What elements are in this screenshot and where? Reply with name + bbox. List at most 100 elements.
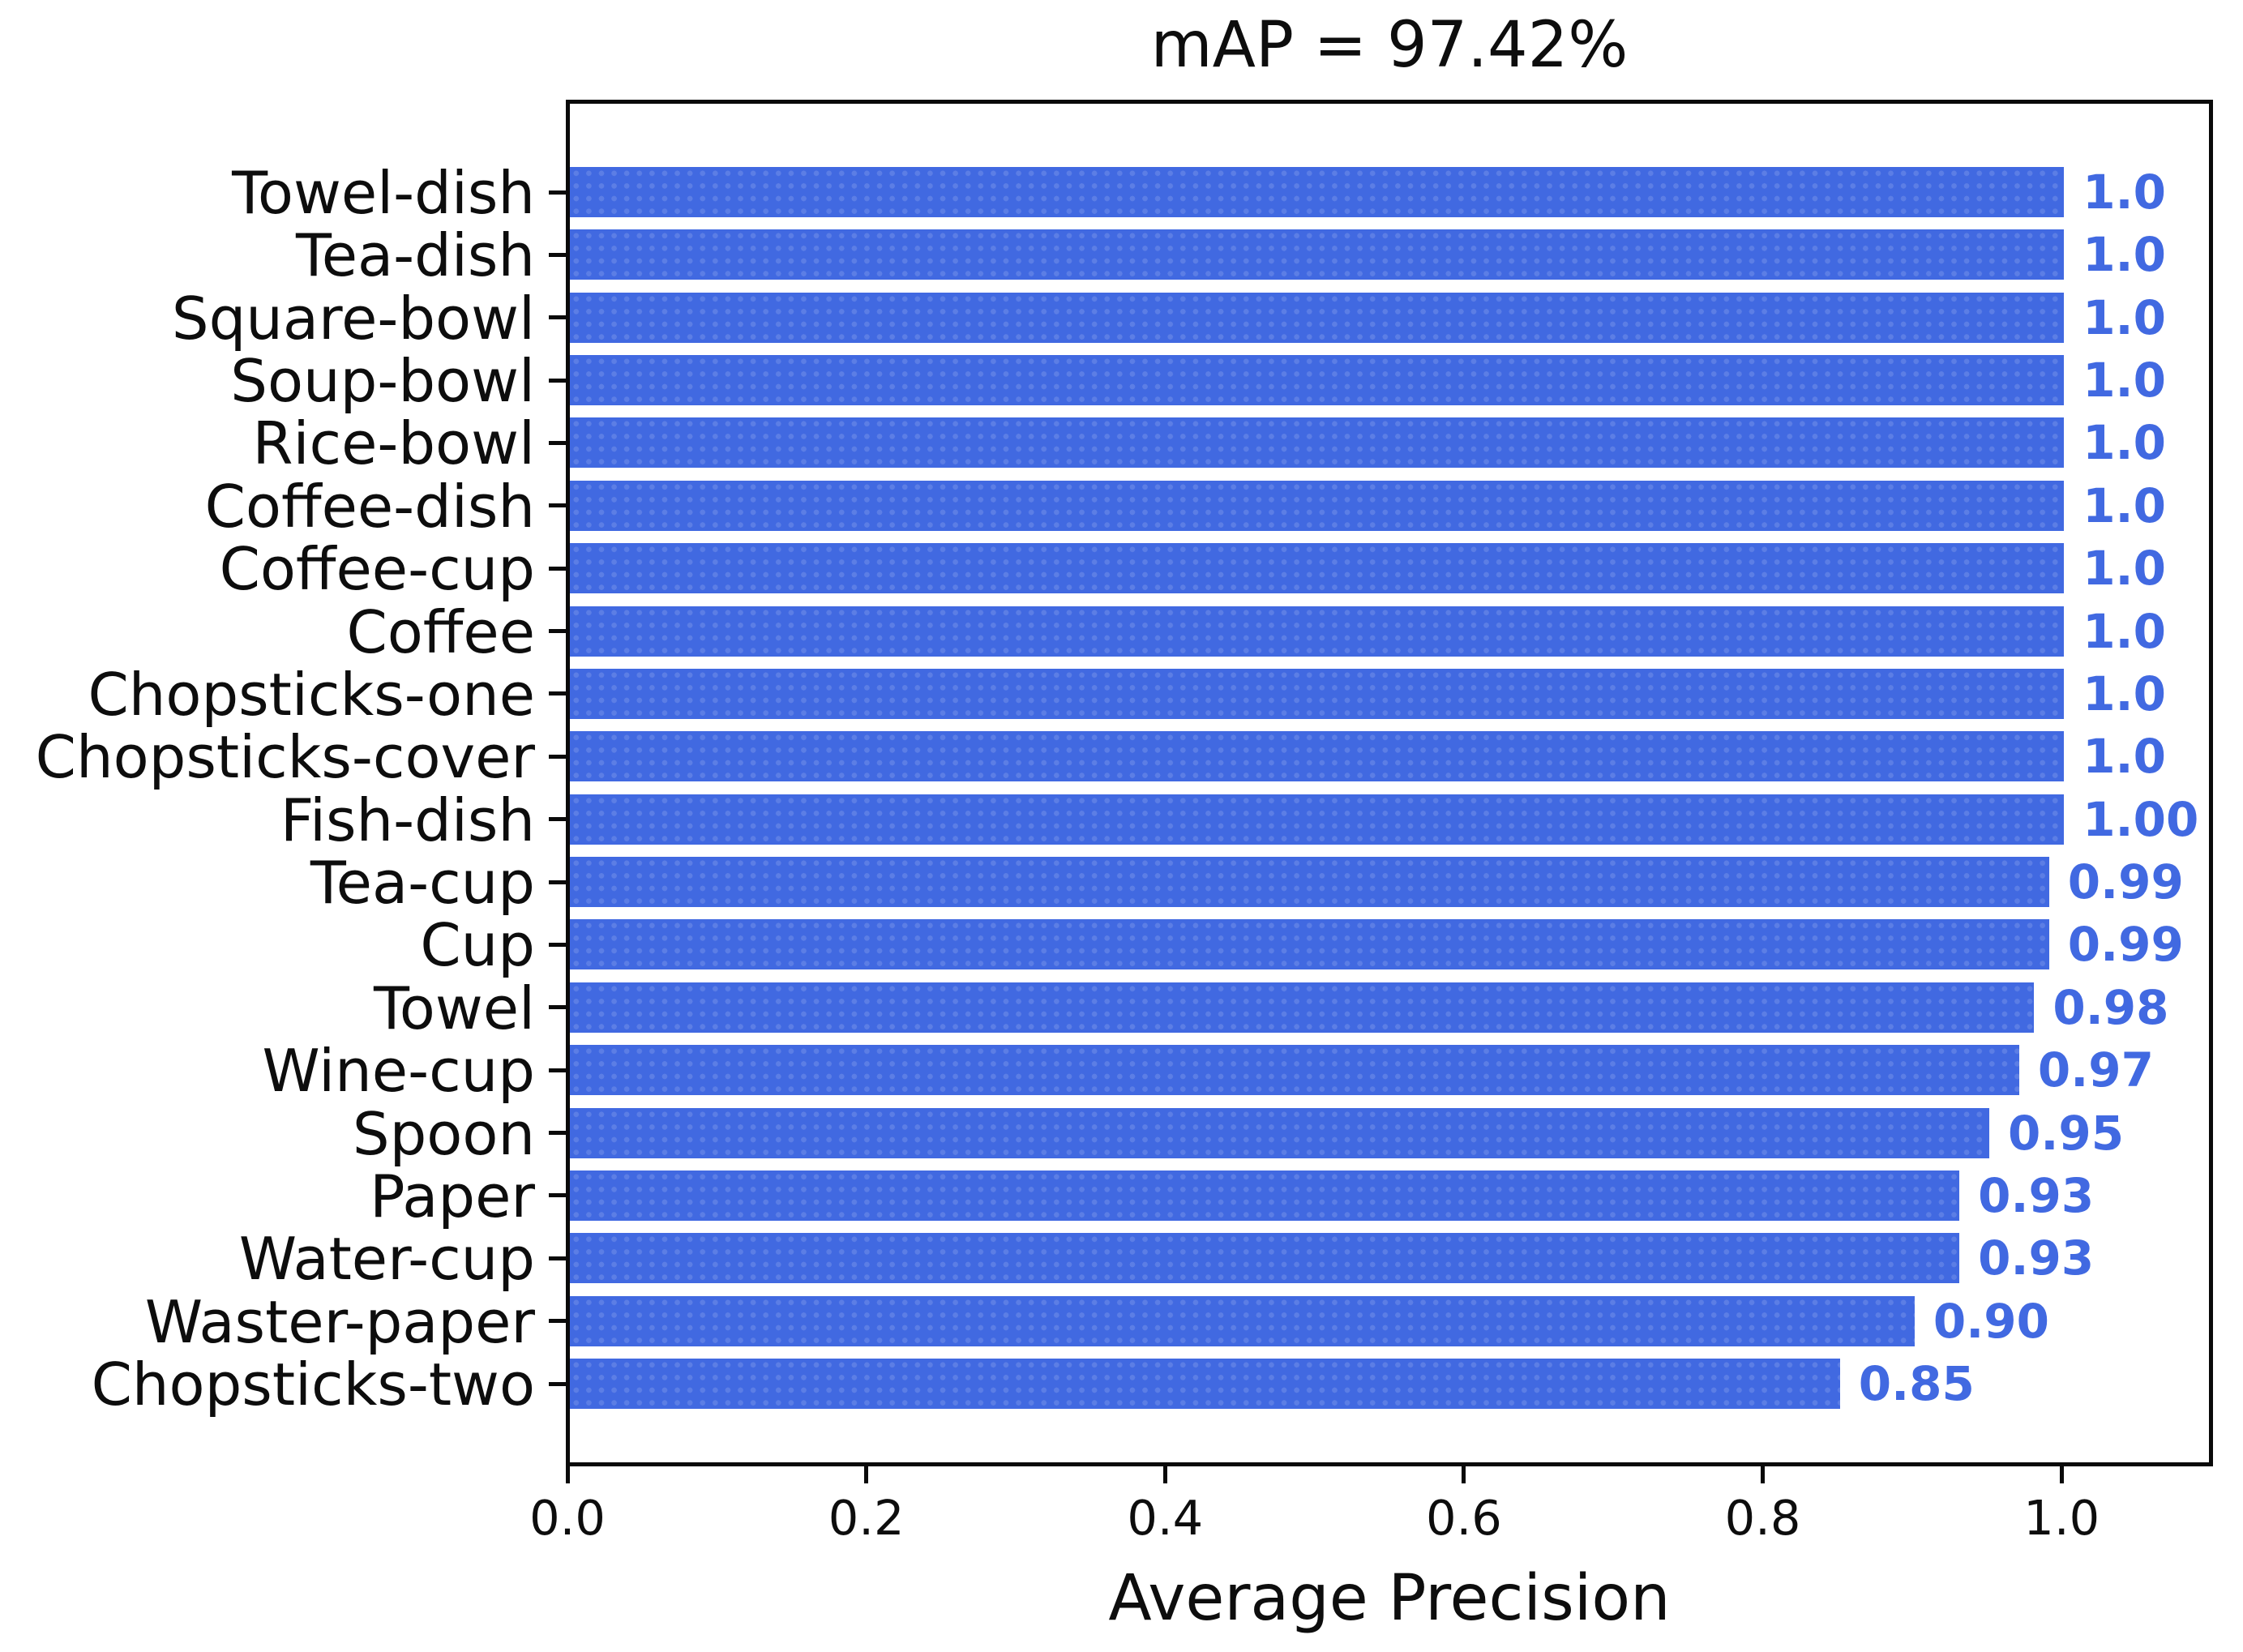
ytick-label: Spoon	[352, 1099, 535, 1168]
ytick-mark	[549, 1005, 566, 1010]
bar-value-label: 1.00	[2082, 791, 2199, 847]
bar-value-label: 1.0	[2082, 289, 2166, 345]
bar-value-label: 1.0	[2082, 477, 2166, 533]
x-axis-label: Average Precision	[1108, 1562, 1671, 1635]
bar-row: 1.0	[570, 477, 2209, 533]
bar-tea-cup	[570, 857, 2049, 908]
bar-chopsticks-two	[570, 1359, 1840, 1410]
ytick-mark	[549, 566, 566, 571]
bar-value-label: 1.0	[2082, 729, 2166, 785]
xtick-label: 0.8	[1724, 1490, 1801, 1546]
bar-value-label: 0.93	[1978, 1167, 2095, 1223]
ytick-mark	[549, 1131, 566, 1136]
bar-value-label: 1.0	[2082, 227, 2166, 283]
xtick-mark	[2059, 1466, 2064, 1483]
xtick-label: 0.6	[1426, 1490, 1502, 1546]
ytick-label: Wine-cup	[262, 1037, 535, 1106]
bar-wine-cup	[570, 1045, 2019, 1096]
xtick-label: 0.0	[529, 1490, 606, 1546]
bar-chopsticks-cover	[570, 731, 2065, 782]
ytick-mark	[549, 1381, 566, 1386]
bar-spoon	[570, 1107, 1990, 1158]
bar-row: 1.0	[570, 606, 2209, 657]
ytick-mark	[549, 942, 566, 947]
ytick-mark	[549, 252, 566, 257]
ytick-mark	[549, 378, 566, 383]
ytick-mark	[549, 629, 566, 634]
ytick-label: Waster-paper	[144, 1287, 535, 1356]
ytick-label: Coffee-cup	[219, 535, 535, 604]
bar-value-label: 0.90	[1933, 1293, 2049, 1349]
bar-soup-bowl	[570, 355, 2065, 406]
bar-row: 1.00	[570, 794, 2209, 845]
bar-tea-dish	[570, 229, 2065, 280]
bar-towel-dish	[570, 167, 2065, 217]
bar-paper	[570, 1170, 1960, 1221]
bar-square-bowl	[570, 292, 2065, 343]
chart-title: mAP = 97.42%	[1150, 9, 1629, 82]
bar-row: 0.85	[570, 1356, 2209, 1412]
bar-row: 0.93	[570, 1230, 2209, 1286]
ytick-label: Soup-bowl	[230, 347, 535, 416]
bar-row: 1.0	[570, 167, 2209, 217]
ytick-label: Towel-dish	[232, 159, 535, 227]
ytick-label: Fish-dish	[280, 785, 535, 854]
bar-value-label: 0.93	[1978, 1230, 2095, 1286]
bar-chopsticks-one	[570, 668, 2065, 719]
ytick-label: Coffee	[346, 597, 535, 666]
bar-cup	[570, 919, 2049, 970]
plot-area: 1.0 1.0 1.0 1.0 1.0 1.0 1.0 1.0 1.0 1.0 1.00 0.99 0.…	[566, 100, 2213, 1466]
bar-value-label: 1.0	[2082, 541, 2166, 597]
ytick-mark	[549, 754, 566, 759]
bar-water-cup	[570, 1233, 1960, 1284]
bar-value-label: 1.0	[2082, 603, 2166, 659]
bar-row: 1.0	[570, 729, 2209, 785]
xtick-mark	[565, 1466, 570, 1483]
bar-value-label: 0.85	[1858, 1356, 1975, 1412]
bar-row: 1.0	[570, 289, 2209, 345]
ytick-mark	[549, 1256, 566, 1260]
ytick-mark	[549, 1193, 566, 1198]
bar-row: 0.98	[570, 982, 2209, 1033]
bar-coffee-dish	[570, 480, 2065, 531]
bar-waster-paper	[570, 1295, 1915, 1346]
bar-value-label: 0.99	[2067, 854, 2184, 910]
bar-row: 0.90	[570, 1293, 2209, 1349]
ytick-label: Square-bowl	[171, 284, 535, 353]
ytick-label: Tea-dish	[296, 221, 535, 290]
xtick-mark	[1162, 1466, 1167, 1483]
xtick-label: 1.0	[2023, 1490, 2100, 1546]
bar-towel	[570, 982, 2035, 1033]
bar-value-label: 1.0	[2082, 666, 2166, 721]
ytick-mark	[549, 817, 566, 822]
bar-row: 0.95	[570, 1105, 2209, 1161]
ytick-label: Coffee-dish	[204, 472, 535, 541]
ytick-mark	[549, 190, 566, 195]
ytick-mark	[549, 691, 566, 696]
bar-row: 1.0	[570, 353, 2209, 409]
xtick-mark	[864, 1466, 869, 1483]
ytick-label: Chopsticks-one	[88, 660, 536, 729]
bar-value-label: 0.95	[2008, 1105, 2125, 1161]
bar-row: 0.97	[570, 1042, 2209, 1098]
bar-value-label: 0.99	[2067, 917, 2184, 973]
ytick-label: Chopsticks-two	[91, 1350, 535, 1419]
ytick-mark	[549, 1068, 566, 1072]
bar-coffee-cup	[570, 543, 2065, 594]
ytick-label: Chopsticks-cover	[35, 723, 535, 792]
ytick-mark	[549, 503, 566, 508]
bar-value-label: 1.0	[2082, 353, 2166, 409]
bar-row: 1.0	[570, 541, 2209, 597]
bar-row: 1.0	[570, 229, 2209, 280]
ytick-label: Cup	[420, 911, 535, 980]
bar-row: 1.0	[570, 417, 2209, 469]
bar-fish-dish	[570, 794, 2065, 845]
xtick-label: 0.4	[1127, 1490, 1204, 1546]
bar-value-label: 0.97	[2037, 1042, 2155, 1098]
ytick-label: Tea-cup	[310, 849, 535, 918]
ytick-mark	[549, 879, 566, 884]
ytick-label: Water-cup	[238, 1225, 535, 1294]
xtick-mark	[1761, 1466, 1766, 1483]
bar-value-label: 1.0	[2082, 165, 2166, 220]
